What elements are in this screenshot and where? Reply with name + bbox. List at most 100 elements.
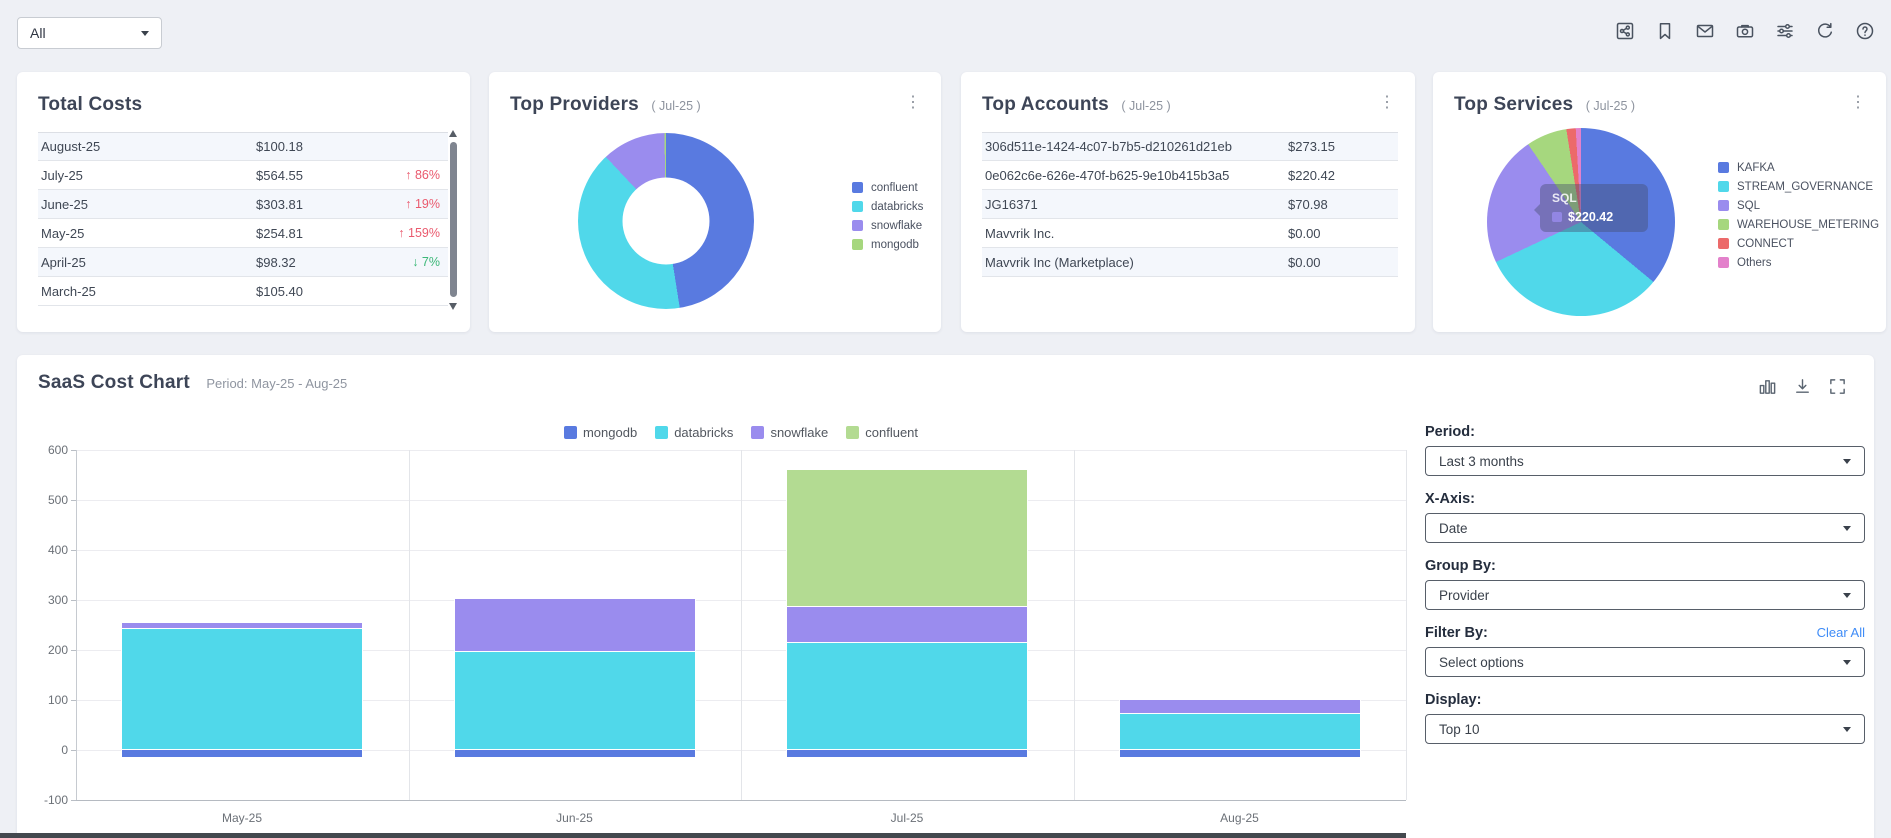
legend-label: mongodb bbox=[583, 425, 637, 440]
amount-value: $105.40 bbox=[256, 284, 366, 299]
bar-segment-snowflake[interactable] bbox=[787, 606, 1027, 642]
legend-item-mongodb[interactable]: mongodb bbox=[852, 235, 923, 254]
legend-swatch bbox=[751, 426, 764, 439]
x-axis-label: Jun-25 bbox=[409, 811, 741, 825]
top-accounts-table: 306d511e-1424-4c07-b7b5-d210261d21eb$273… bbox=[982, 132, 1398, 277]
bar-chart-icon[interactable] bbox=[1756, 375, 1778, 397]
card-title: Top Providers bbox=[510, 94, 639, 116]
y-axis-label: 300 bbox=[24, 593, 68, 607]
amount-value: $0.00 bbox=[1288, 255, 1398, 270]
legend-label: KAFKA bbox=[1737, 162, 1775, 174]
bar-segment-snowflake[interactable] bbox=[1120, 700, 1360, 713]
legend-item-confluent[interactable]: confluent bbox=[846, 425, 918, 440]
account-label: 306d511e-1424-4c07-b7b5-d210261d21eb bbox=[982, 139, 1288, 154]
legend-item-stream_governance[interactable]: STREAM_GOVERNANCE bbox=[1718, 177, 1879, 196]
legend-item-connect[interactable]: CONNECT bbox=[1718, 234, 1879, 253]
x-axis-select[interactable]: Date bbox=[1425, 513, 1865, 543]
filter-by-select[interactable]: Select options bbox=[1425, 647, 1865, 677]
x-axis-control: X-Axis: Date bbox=[1425, 490, 1865, 543]
bar-segment-snowflake[interactable] bbox=[122, 623, 362, 628]
more-options-icon[interactable]: ⋮ bbox=[1844, 90, 1872, 114]
period-select[interactable]: Last 3 months bbox=[1425, 446, 1865, 476]
select-value: Last 3 months bbox=[1439, 454, 1524, 469]
legend-item-databricks[interactable]: databricks bbox=[655, 425, 733, 440]
bar-segment-databricks[interactable] bbox=[787, 642, 1027, 749]
select-value: Select options bbox=[1439, 655, 1524, 670]
legend-label: Others bbox=[1737, 257, 1772, 269]
bar-segment-databricks[interactable] bbox=[1120, 713, 1360, 749]
providers-donut-chart[interactable] bbox=[578, 133, 754, 309]
legend-item-databricks[interactable]: databricks bbox=[852, 197, 923, 216]
account-label: Mavvrik Inc (Marketplace) bbox=[982, 255, 1288, 270]
services-pie-chart[interactable] bbox=[1487, 128, 1675, 316]
legend-label: mongodb bbox=[871, 239, 919, 251]
legend-label: STREAM_GOVERNANCE bbox=[1737, 181, 1873, 193]
account-row: 306d511e-1424-4c07-b7b5-d210261d21eb$273… bbox=[982, 132, 1398, 161]
more-options-icon[interactable]: ⋮ bbox=[899, 90, 927, 114]
control-label-row: X-Axis: bbox=[1425, 490, 1865, 507]
scope-dropdown-value: All bbox=[30, 25, 46, 41]
providers-legend: confluent databricks snowflake mongodb bbox=[852, 178, 923, 254]
fullscreen-icon[interactable] bbox=[1826, 375, 1848, 397]
chevron-down-icon bbox=[1843, 727, 1851, 732]
mail-icon[interactable] bbox=[1694, 20, 1716, 42]
card-title: Top Services bbox=[1454, 94, 1573, 116]
legend-item-warehouse_metering[interactable]: WAREHOUSE_METERING bbox=[1718, 215, 1879, 234]
legend-item-snowflake[interactable]: snowflake bbox=[751, 425, 828, 440]
more-options-icon[interactable]: ⋮ bbox=[1373, 90, 1401, 114]
group-by-select[interactable]: Provider bbox=[1425, 580, 1865, 610]
gridline bbox=[409, 450, 410, 800]
amount-value: $564.55 bbox=[256, 168, 366, 183]
chart-actions bbox=[1756, 375, 1848, 397]
filters-icon[interactable] bbox=[1774, 20, 1796, 42]
legend-item-confluent[interactable]: confluent bbox=[852, 178, 923, 197]
share-icon[interactable] bbox=[1614, 20, 1636, 42]
gridline bbox=[1074, 450, 1075, 800]
legend-item-kafka[interactable]: KAFKA bbox=[1718, 158, 1879, 177]
download-icon[interactable] bbox=[1791, 375, 1813, 397]
bar-segment-databricks[interactable] bbox=[122, 628, 362, 749]
bar-segment-mongodb[interactable] bbox=[1120, 749, 1360, 757]
filter-by-control: Filter By:Clear AllSelect options bbox=[1425, 624, 1865, 677]
bar-segment-mongodb[interactable] bbox=[787, 749, 1027, 757]
legend-item-sql[interactable]: SQL bbox=[1718, 196, 1879, 215]
bar-segment-mongodb[interactable] bbox=[122, 749, 362, 757]
bookmark-icon[interactable] bbox=[1654, 20, 1676, 42]
stacked-bar-chart: 6005004003002001000-100May-25Jun-25Jul-2… bbox=[76, 450, 1406, 800]
control-label: Group By: bbox=[1425, 558, 1496, 574]
bar-segment-databricks[interactable] bbox=[455, 651, 695, 749]
camera-icon[interactable] bbox=[1734, 20, 1756, 42]
legend-item-others[interactable]: Others bbox=[1718, 253, 1879, 272]
legend-swatch bbox=[1718, 257, 1729, 268]
bar-segment-mongodb[interactable] bbox=[455, 749, 695, 757]
total-costs-row: July-25$564.55↑ 86% bbox=[38, 161, 448, 190]
legend-label: confluent bbox=[871, 182, 918, 194]
legend-item-mongodb[interactable]: mongodb bbox=[564, 425, 637, 440]
scroll-down-icon[interactable] bbox=[449, 303, 457, 310]
account-row: Mavvrik Inc (Marketplace)$0.00 bbox=[982, 248, 1398, 277]
scope-dropdown[interactable]: All bbox=[17, 17, 162, 49]
account-label: Mavvrik Inc. bbox=[982, 226, 1288, 241]
group-by-control: Group By: Provider bbox=[1425, 557, 1865, 610]
control-label: Period: bbox=[1425, 424, 1475, 440]
legend-label: WAREHOUSE_METERING bbox=[1737, 219, 1879, 231]
scrollbar-thumb[interactable] bbox=[450, 142, 457, 297]
display-select[interactable]: Top 10 bbox=[1425, 714, 1865, 744]
bar-segment-snowflake[interactable] bbox=[455, 599, 695, 652]
legend-item-snowflake[interactable]: snowflake bbox=[852, 216, 923, 235]
gridline bbox=[76, 450, 77, 800]
bar-segment-confluent[interactable] bbox=[787, 470, 1027, 606]
scroll-up-icon[interactable] bbox=[449, 130, 457, 137]
legend-label: SQL bbox=[1737, 200, 1760, 212]
clear-all-link[interactable]: Clear All bbox=[1817, 625, 1865, 640]
card-period: ( Jul-25 ) bbox=[1121, 99, 1170, 113]
month-label: April-25 bbox=[38, 255, 256, 270]
legend-label: snowflake bbox=[871, 220, 922, 232]
account-row: JG16371$70.98 bbox=[982, 190, 1398, 219]
y-axis-label: 500 bbox=[24, 493, 68, 507]
card-period: ( Jul-25 ) bbox=[1586, 99, 1635, 113]
help-icon[interactable] bbox=[1854, 20, 1876, 42]
total-costs-row: August-25$100.18 bbox=[38, 132, 448, 161]
month-label: June-25 bbox=[38, 197, 256, 212]
refresh-icon[interactable] bbox=[1814, 20, 1836, 42]
